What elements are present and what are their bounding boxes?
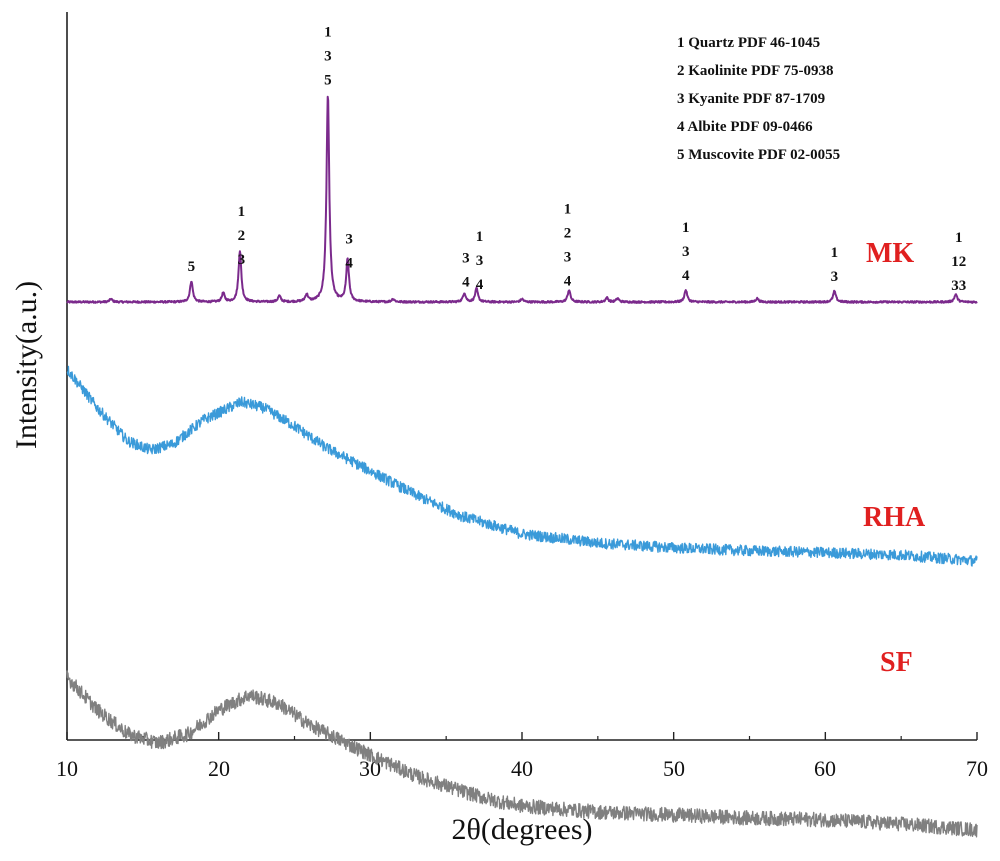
series-label-mk: MK: [866, 238, 914, 269]
legend-entry: 1 Quartz PDF 46-1045: [677, 35, 820, 51]
x-tick-label: 40: [511, 756, 533, 781]
peak-label: 3: [831, 269, 839, 285]
peak-label: 1: [324, 25, 332, 41]
peak-label: 2: [564, 225, 572, 241]
peak-label: 4: [476, 277, 484, 293]
peak-label: 4: [682, 268, 690, 284]
series-line-sf: [66, 670, 978, 838]
peak-label: 1: [476, 229, 484, 245]
peak-label: 3: [682, 244, 690, 260]
x-ticks: 10 20 30 40 50 60 70: [56, 732, 988, 781]
y-axis-title: Intensity(a.u.): [10, 281, 43, 449]
series-label-rha: RHA: [863, 502, 926, 533]
legend-entry: 4 Albite PDF 09-0466: [677, 119, 813, 135]
series-layer: [66, 95, 978, 838]
peak-label: 1: [682, 220, 690, 236]
legend: 1 Quartz PDF 46-1045 2 Kaolinite PDF 75-…: [677, 35, 840, 163]
x-tick-label: 70: [966, 756, 988, 781]
legend-entry: 5 Muscovite PDF 02-0055: [677, 147, 840, 163]
peak-label: 3: [476, 253, 484, 269]
peak-label: 1: [955, 230, 963, 246]
x-axis-title: 2θ(degrees): [452, 813, 593, 846]
peak-label: 4: [564, 273, 572, 289]
peak-label: 3: [462, 251, 470, 267]
peak-label: 1: [238, 204, 246, 220]
series-line-rha: [66, 365, 978, 567]
peak-label: 5: [188, 259, 196, 275]
x-tick-label: 50: [663, 756, 685, 781]
peak-label: 33: [951, 278, 966, 294]
peak-label: 12: [951, 254, 966, 270]
peak-label: 1: [831, 245, 839, 261]
series-line-mk: [66, 95, 978, 304]
peak-label: 4: [345, 256, 353, 272]
peak-label: 3: [564, 249, 572, 265]
series-label-sf: SF: [880, 647, 913, 678]
peak-label: 5: [324, 73, 332, 89]
peak-label: 2: [238, 228, 246, 244]
peak-label: 3: [345, 232, 353, 248]
peak-label: 4: [462, 275, 470, 291]
x-tick-label: 60: [814, 756, 836, 781]
x-tick-label: 10: [56, 756, 78, 781]
x-tick-label: 20: [208, 756, 230, 781]
legend-entry: 3 Kyanite PDF 87-1709: [677, 91, 825, 107]
peak-label: 3: [238, 252, 246, 268]
legend-entry: 2 Kaolinite PDF 75-0938: [677, 63, 834, 79]
peak-label: 1: [564, 201, 572, 217]
peak-label: 3: [324, 49, 332, 65]
